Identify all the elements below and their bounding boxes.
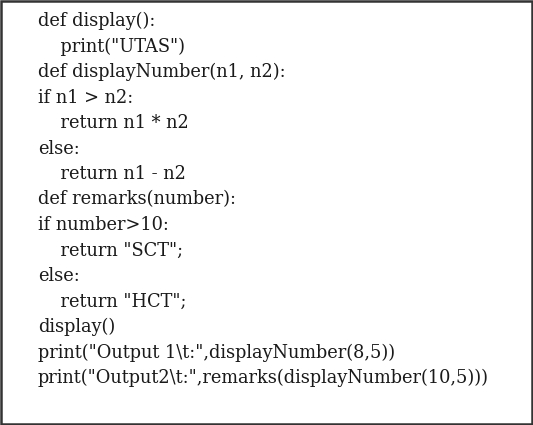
Text: if n1 > n2:: if n1 > n2: (38, 88, 133, 107)
Text: if number>10:: if number>10: (38, 216, 169, 234)
Text: else:: else: (38, 139, 80, 158)
Text: def remarks(number):: def remarks(number): (38, 190, 236, 209)
Text: print("Output2\t:",remarks(displayNumber(10,5))): print("Output2\t:",remarks(displayNumber… (38, 369, 489, 387)
Text: def displayNumber(n1, n2):: def displayNumber(n1, n2): (38, 63, 286, 81)
Text: return "HCT";: return "HCT"; (38, 292, 187, 311)
Text: return n1 - n2: return n1 - n2 (38, 165, 186, 183)
Text: return n1 * n2: return n1 * n2 (38, 114, 189, 132)
Text: def display():: def display(): (38, 12, 156, 30)
Text: else:: else: (38, 267, 80, 285)
Text: print("UTAS"): print("UTAS") (38, 37, 185, 56)
Text: display(): display() (38, 318, 115, 336)
Text: return "SCT";: return "SCT"; (38, 241, 183, 260)
Text: print("Output 1\t:",displayNumber(8,5)): print("Output 1\t:",displayNumber(8,5)) (38, 343, 395, 362)
